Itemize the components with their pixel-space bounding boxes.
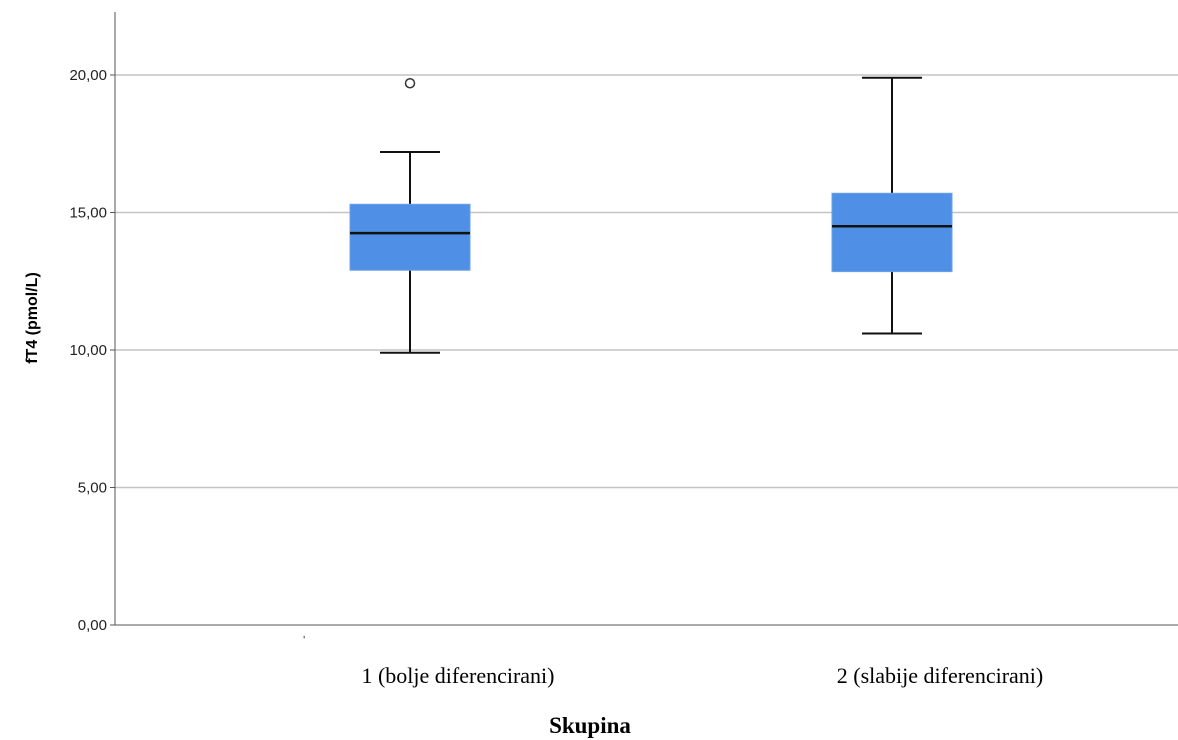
gridlines — [110, 74, 1178, 626]
category-labels: 1 (bolje diferencirani) 2 (slabije difere… — [361, 663, 1043, 688]
y-tick-label: 10,00 — [69, 342, 107, 359]
y-tick-label: 20,00 — [69, 67, 107, 84]
y-axis-title: fT4 (pmol/L) — [24, 272, 41, 364]
y-tick-label: 15,00 — [69, 205, 107, 222]
y-tick-label: 5,00 — [78, 480, 107, 497]
axes — [114, 12, 1178, 626]
boxes — [349, 76, 953, 354]
stray-mark: ʹ — [303, 633, 305, 647]
iqr-box — [349, 203, 471, 271]
iqr-box — [831, 192, 953, 273]
box-group — [831, 76, 953, 335]
x-axis-title: Skupina — [549, 713, 631, 738]
category-label: 1 (bolje diferencirani) — [361, 663, 554, 688]
y-tick-labels: 0,00 5,00 10,00 15,00 20,00 — [69, 67, 107, 634]
y-tick-label: 0,00 — [78, 617, 107, 634]
box-group — [349, 78, 471, 354]
category-label: 2 (slabije diferencirani) — [837, 663, 1043, 688]
outlier-point — [404, 78, 416, 89]
